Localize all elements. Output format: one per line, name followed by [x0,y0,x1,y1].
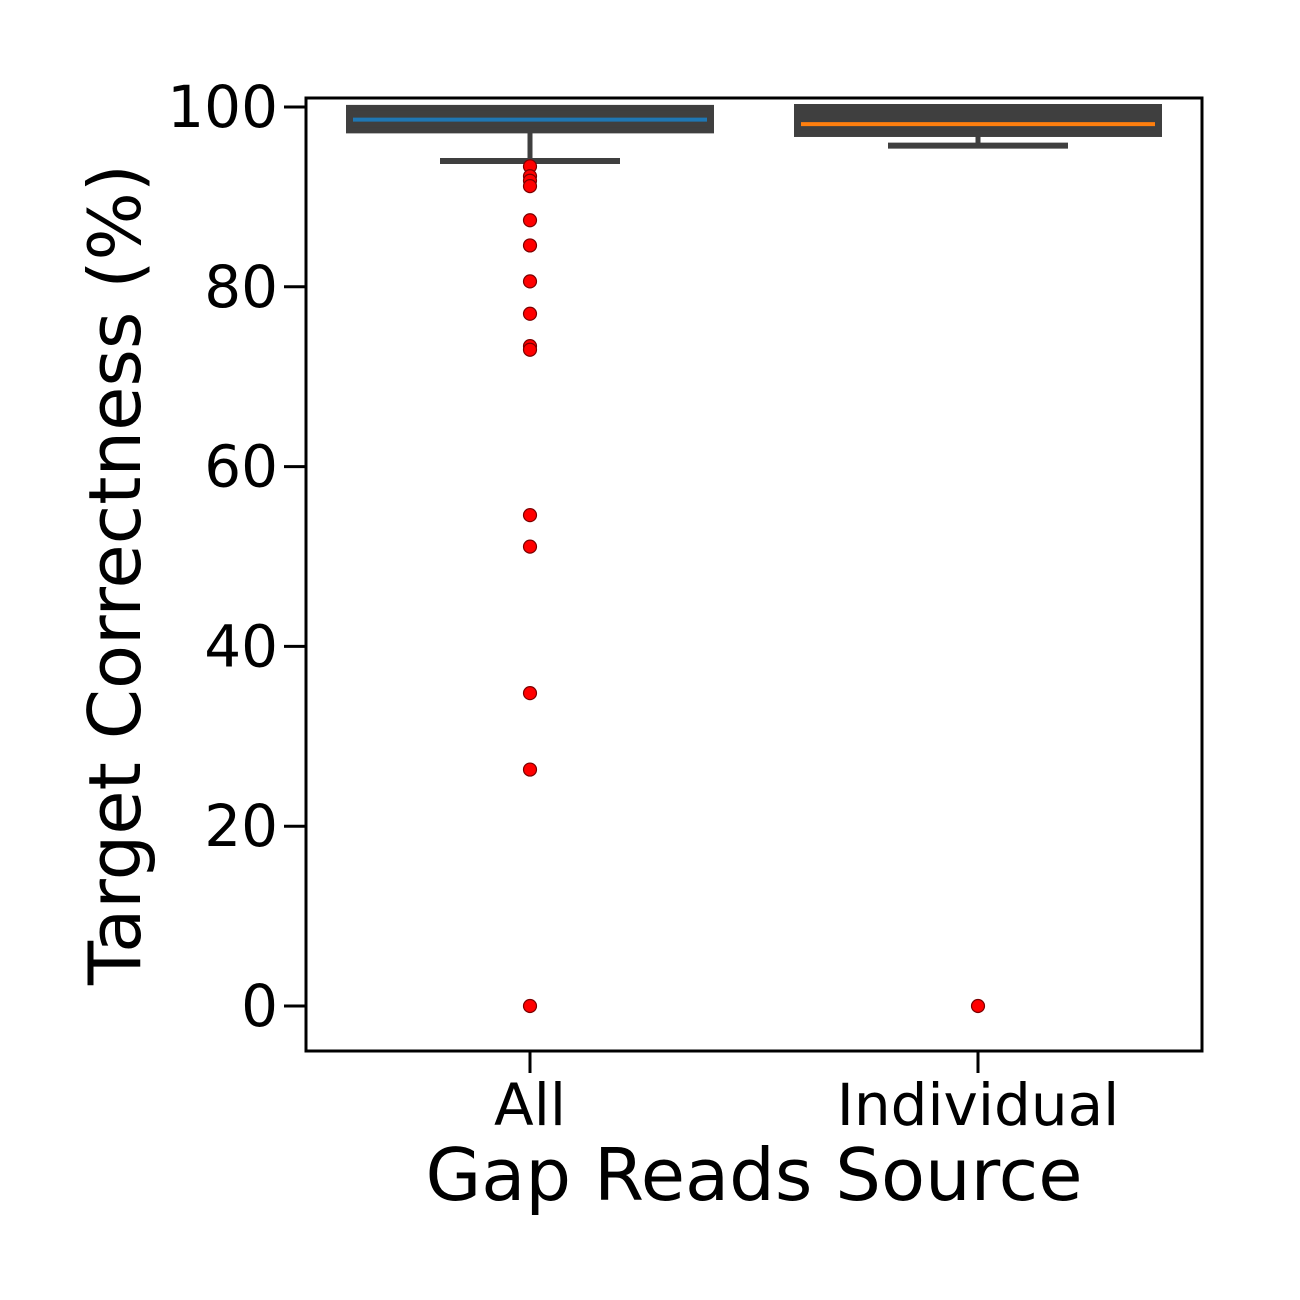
box-body [794,104,1162,137]
box-group [346,104,714,1014]
x-tick-label: Individual [837,1071,1119,1139]
outlier-point [522,508,538,523]
outlier-point [970,998,986,1014]
y-tick-label: 100 [167,73,278,141]
y-tick-label: 0 [241,972,278,1040]
outlier-point [522,306,538,321]
x-axis: All Individual [494,1051,1119,1139]
plot-frame [304,96,1204,1053]
outlier-point [522,238,538,253]
outlier-point [522,998,538,1014]
outlier-point [522,762,538,777]
outlier-point [522,539,538,554]
y-tick-label: 80 [204,253,278,321]
x-tick-label: All [494,1071,566,1139]
outlier-point [522,342,538,357]
x-axis-title: Gap Reads Source [425,1133,1082,1217]
outlier-point [522,179,538,194]
plot-area [346,104,1162,1014]
y-tick-label: 40 [204,612,278,680]
box-group [794,104,1162,1014]
y-axis-title: Target Correctness (%) [73,164,157,986]
outlier-point [522,274,538,289]
outlier-point [522,213,538,228]
y-axis: 0 20 40 60 80 100 [167,73,306,1040]
y-tick-label: 60 [204,433,278,501]
outlier-point [522,686,538,701]
y-tick-label: 20 [204,792,278,860]
